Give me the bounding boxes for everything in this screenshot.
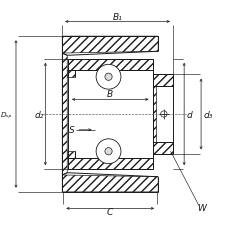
Polygon shape [62,37,158,54]
Polygon shape [152,75,172,86]
Polygon shape [67,151,75,158]
Circle shape [104,148,112,155]
Polygon shape [62,175,158,192]
Polygon shape [152,143,172,154]
Polygon shape [68,60,152,71]
Polygon shape [68,158,152,169]
Text: Dₛₚ: Dₛₚ [1,112,12,117]
Text: W: W [196,203,205,212]
Text: d₂: d₂ [34,110,44,119]
Text: B₁: B₁ [112,13,122,22]
Circle shape [96,65,120,90]
Text: C: C [107,207,113,217]
Text: B: B [107,90,113,99]
Circle shape [96,139,120,164]
Polygon shape [62,54,67,175]
Text: d₃: d₃ [202,110,212,119]
Text: d: d [185,110,191,119]
Polygon shape [67,71,75,78]
Polygon shape [152,86,155,143]
Circle shape [104,74,112,81]
Text: S: S [68,126,74,135]
